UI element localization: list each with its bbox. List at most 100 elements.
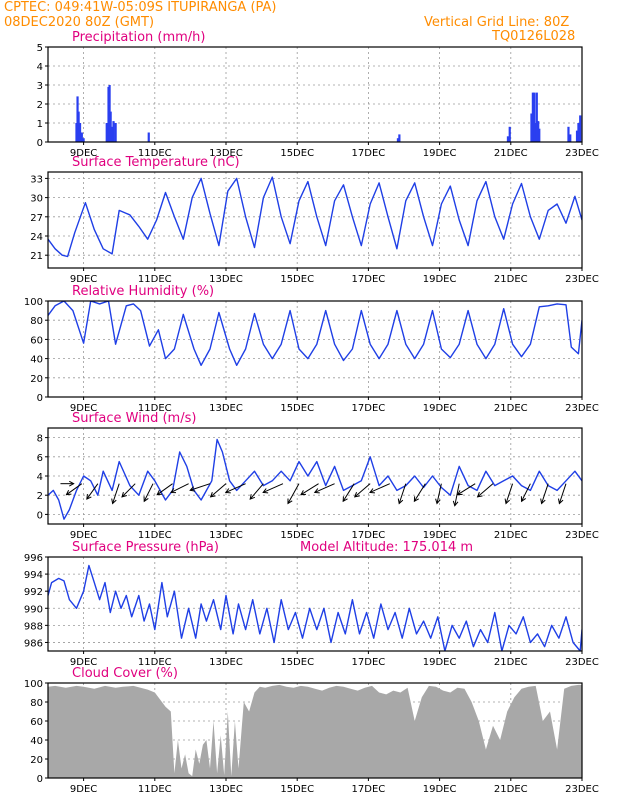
y-tick-label: 20	[30, 755, 43, 766]
wind-arrow-head	[342, 496, 348, 503]
precip-bar	[114, 123, 117, 142]
model-altitude-label: Model Altitude: 175.014 m	[300, 540, 473, 555]
precip-frame	[47, 46, 583, 143]
x-tick-label: 19DEC	[423, 274, 457, 285]
header: CPTEC: 049:41W-05:09S ITUPIRANGA (PA) 08…	[0, 0, 618, 46]
pres-series-line	[48, 564, 582, 651]
precip-bar	[112, 121, 115, 142]
x-tick-label: 9DEC	[70, 148, 97, 159]
x-tick-label: 23DEC	[565, 657, 599, 668]
wind-vector-arrow	[249, 483, 264, 500]
wind-arrow-head	[452, 500, 459, 507]
y-tick-label: 60	[30, 717, 43, 728]
y-tick-label: 8	[37, 434, 43, 445]
y-tick-label: 2	[37, 491, 43, 502]
wind-arrow-head	[413, 496, 419, 503]
wind-vector-arrow	[190, 483, 211, 491]
station-line: CPTEC: 049:41W-05:09S ITUPIRANGA (PA)	[4, 0, 277, 15]
wind-vector-arrow	[156, 483, 173, 496]
precip-panel: 0 1 2 3 4 5 9DEC 11DEC 13DEC 15DEC 17DEC 19DEC 21DEC…	[37, 30, 599, 159]
wind-arrow-head	[313, 488, 320, 494]
x-tick-label: 17DEC	[352, 657, 386, 668]
x-tick-label: 9DEC	[70, 274, 97, 285]
rh-panel: 0 20 40 60 80 100 9DEC 11DEC 13DEC 15DEC 17DEC 19DE…	[24, 284, 599, 414]
wind-vector-arrow	[457, 483, 476, 496]
wind-vector-arrow	[300, 483, 319, 496]
wind-arrow-head	[435, 498, 441, 505]
y-tick-label: 40	[30, 736, 43, 747]
y-tick-label: 0	[37, 510, 43, 521]
wind-vector-arrow	[413, 483, 426, 502]
precip-bar	[82, 138, 85, 142]
x-tick-label: 23DEC	[565, 403, 599, 414]
precip-bar	[577, 123, 580, 142]
wind-vector-arrow	[477, 483, 494, 498]
y-tick-label: 30	[30, 194, 43, 205]
wind-vector-arrow	[558, 483, 567, 504]
y-tick-label: 2	[37, 100, 43, 111]
x-tick-label: 21DEC	[494, 530, 528, 541]
temp-frame	[47, 171, 583, 269]
x-tick-label: 13DEC	[209, 530, 243, 541]
y-tick-label: 100	[24, 679, 43, 690]
wind-arrow-head	[353, 492, 360, 498]
x-tick-label: 23DEC	[565, 148, 599, 159]
precip-bar	[533, 92, 536, 142]
wind-arrow-head	[69, 480, 75, 487]
x-tick-label: 13DEC	[209, 403, 243, 414]
wind-arrow-head	[287, 498, 293, 505]
y-tick-label: 0	[37, 138, 43, 149]
y-tick-label: 6	[37, 453, 43, 464]
y-tick-label: 4	[37, 62, 43, 73]
wind-arrow-head	[369, 488, 375, 494]
y-tick-label: 5	[37, 43, 43, 54]
x-tick-label: 13DEC	[209, 784, 243, 795]
y-tick-label: 1	[37, 119, 43, 130]
x-tick-label: 15DEC	[280, 148, 314, 159]
x-tick-label: 11DEC	[138, 403, 172, 414]
x-tick-label: 21DEC	[494, 274, 528, 285]
run-date: 08DEC2020 80Z (GMT)	[4, 15, 155, 30]
wind-vector-arrow	[287, 483, 300, 504]
y-tick-label: 40	[30, 355, 43, 366]
x-tick-label: 9DEC	[70, 530, 97, 541]
y-tick-label: 996	[24, 553, 43, 564]
wind-arrow-head	[143, 496, 149, 503]
wind-vector-arrow	[521, 483, 531, 502]
wind-vector-arrow	[398, 483, 407, 504]
x-tick-label: 15DEC	[280, 784, 314, 795]
pres-title: Surface Pressure (hPa)	[72, 540, 219, 555]
y-tick-label: 20	[30, 374, 43, 385]
temp-panel: 21 24 27 30 33 9DEC 11DEC 13DEC 15DEC 17DEC 19DEC 2…	[30, 155, 599, 285]
precip-bar	[109, 111, 112, 142]
x-tick-label: 15DEC	[280, 403, 314, 414]
cloud-frame	[47, 682, 583, 779]
precip-bar	[80, 132, 83, 142]
y-tick-label: 27	[30, 213, 43, 224]
precip-bar	[77, 111, 80, 142]
x-tick-label: 17DEC	[352, 148, 386, 159]
x-tick-label: 15DEC	[280, 274, 314, 285]
wind-vector-arrow	[342, 483, 355, 502]
wind-vector-arrow	[66, 483, 83, 496]
cloud-title: Cloud Cover (%)	[72, 666, 178, 681]
y-tick-label: 60	[30, 335, 43, 346]
x-tick-label: 21DEC	[494, 784, 528, 795]
wind-vector-arrow	[210, 483, 227, 498]
x-tick-label: 17DEC	[352, 530, 386, 541]
y-tick-label: 992	[24, 587, 43, 598]
wind-arrow-head	[262, 488, 269, 494]
wind-arrow-head	[540, 498, 546, 505]
y-tick-label: 986	[24, 638, 43, 649]
wind-arrow-head	[86, 494, 92, 500]
wind-arrow-head	[170, 488, 177, 494]
wind-panel: 0 2 4 6 8 9DEC 11DEC 13DEC 15DEC 17DEC 19DEC 21DEC 2…	[37, 411, 599, 541]
precip-bar	[531, 92, 534, 142]
wind-arrow-head	[209, 492, 216, 498]
temp-title: Surface Temperature (nC)	[72, 155, 240, 170]
x-tick-label: 9DEC	[70, 784, 97, 795]
wind-arrow-head	[504, 498, 510, 505]
cloud-cover-area	[48, 684, 582, 778]
wind-series-line	[48, 438, 582, 520]
